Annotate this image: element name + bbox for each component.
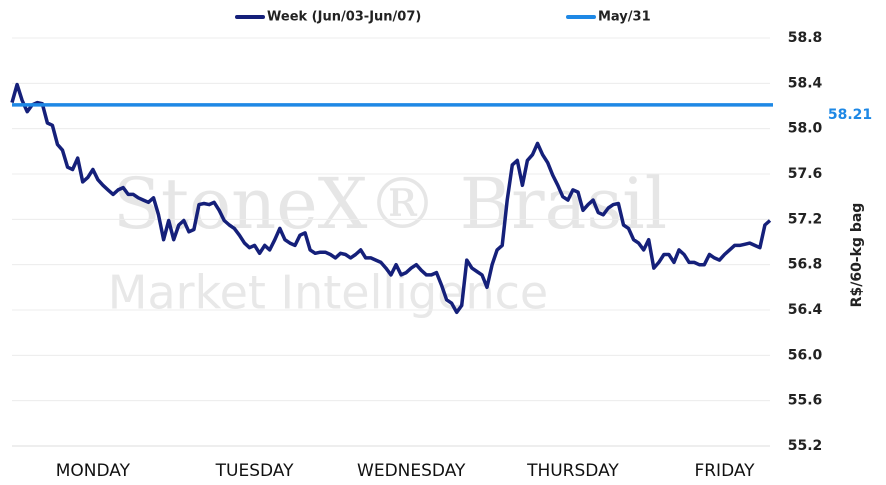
y-tick-label: 55.2 bbox=[788, 438, 823, 454]
x-tick-label: WEDNESDAY bbox=[357, 461, 466, 481]
y-tick-label: 58.0 bbox=[788, 121, 823, 137]
x-tick-label: FRIDAY bbox=[694, 461, 755, 481]
y-tick-label: 56.4 bbox=[788, 302, 823, 318]
legend-label: May/31 bbox=[598, 10, 651, 25]
y-axis-label: R$/60-kg bag bbox=[849, 203, 865, 308]
watermark: StoneX® Brasil bbox=[113, 163, 667, 245]
y-tick-label: 57.2 bbox=[788, 211, 823, 227]
y-tick-label: 58.8 bbox=[788, 30, 823, 46]
x-tick-label: MONDAY bbox=[56, 461, 131, 481]
x-tick-label: THURSDAY bbox=[526, 461, 619, 481]
x-tick-label: TUESDAY bbox=[215, 461, 294, 481]
y-tick-label: 58.4 bbox=[788, 75, 823, 91]
y-tick-label: 56.8 bbox=[788, 257, 823, 273]
y-tick-label: 56.0 bbox=[788, 347, 823, 363]
y-tick-label: 55.6 bbox=[788, 393, 823, 409]
y-tick-label: 57.6 bbox=[788, 166, 823, 182]
legend-label: Week (Jun/03-Jun/07) bbox=[267, 10, 421, 25]
reference-label: 58.21 bbox=[828, 107, 872, 123]
line-series bbox=[10, 82, 772, 315]
